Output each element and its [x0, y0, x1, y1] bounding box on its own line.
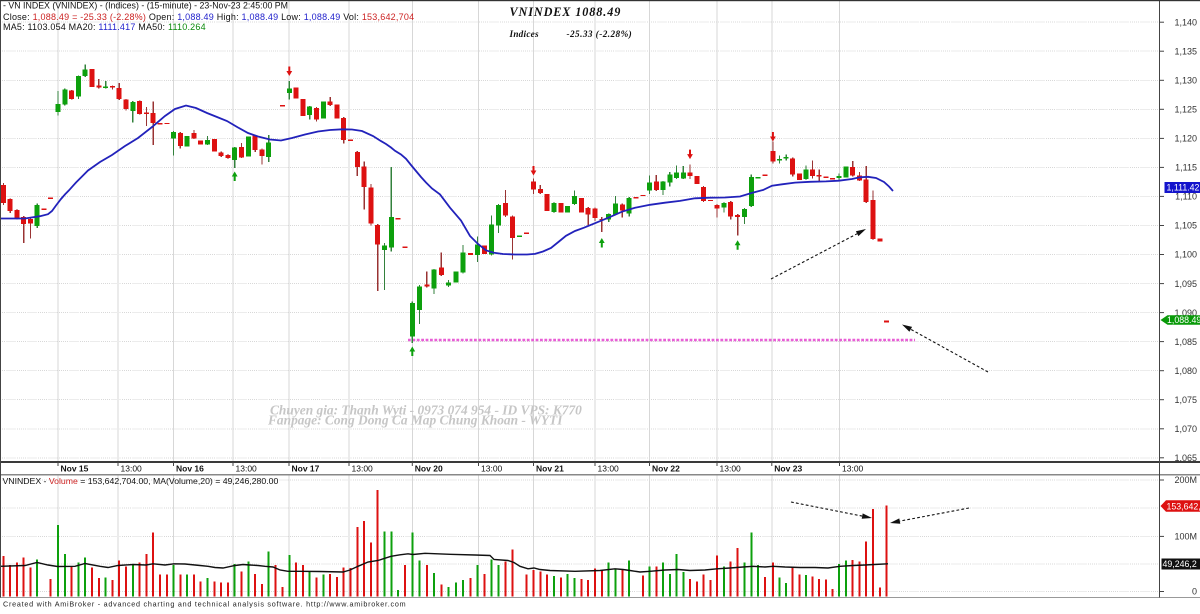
svg-text:1,111.42: 1,111.42	[1167, 183, 1200, 193]
svg-text:1,115: 1,115	[1175, 163, 1197, 173]
svg-text:Nov 20: Nov 20	[415, 464, 443, 474]
svg-text:1,088.49: 1,088.49	[1167, 315, 1200, 325]
svg-text:13:00: 13:00	[481, 464, 503, 474]
svg-text:13:00: 13:00	[720, 464, 742, 474]
svg-text:13:00: 13:00	[236, 464, 258, 474]
svg-text:1,080: 1,080	[1174, 366, 1197, 376]
svg-text:MA5: 1103.054 MA20: 1111.417: MA5: 1103.054 MA20: 1111.417 MA50: 1110.…	[3, 22, 206, 32]
svg-text:Created with AmiBroker - advan: Created with AmiBroker - advanced charti…	[3, 599, 406, 608]
svg-text:1,065: 1,065	[1174, 453, 1197, 463]
svg-text:-25.33 (-2.28%): -25.33 (-2.28%)	[567, 29, 633, 39]
svg-text:Indices: Indices	[509, 29, 539, 39]
svg-text:153,642,: 153,642,	[1167, 501, 1200, 511]
svg-text:VNINDEX - Volume = 153,642,704: VNINDEX - Volume = 153,642,704.00, MA(Vo…	[3, 476, 279, 486]
svg-text:Nov 23: Nov 23	[774, 464, 802, 474]
svg-text:1,095: 1,095	[1174, 279, 1197, 289]
svg-text:Nov 17: Nov 17	[292, 464, 320, 474]
svg-text:1,140: 1,140	[1174, 17, 1197, 27]
svg-text:- VN INDEX (VNINDEX) - (Indic: - VN INDEX (VNINDEX) - (Indices) - (15-m…	[3, 1, 288, 11]
svg-text:Nov 16: Nov 16	[176, 464, 204, 474]
svg-text:1,100: 1,100	[1174, 250, 1197, 260]
svg-text:1,130: 1,130	[1174, 76, 1197, 86]
svg-text:Fanpage: Cong Dong Ca Map Chun: Fanpage: Cong Dong Ca Map Chung Khoan - …	[267, 413, 563, 428]
svg-text:49,246,2: 49,246,2	[1163, 559, 1197, 569]
svg-text:0: 0	[1192, 587, 1197, 597]
svg-text:VNINDEX 1088.49: VNINDEX 1088.49	[510, 5, 622, 19]
svg-text:Close: 1,088.49 = -25.33 (-2.2: Close: 1,088.49 = -25.33 (-2.28%) Open: …	[3, 12, 414, 22]
svg-text:Nov 21: Nov 21	[536, 464, 564, 474]
svg-text:1,075: 1,075	[1174, 395, 1197, 405]
svg-text:13:00: 13:00	[842, 464, 864, 474]
svg-text:Nov 15: Nov 15	[61, 464, 89, 474]
svg-text:13:00: 13:00	[598, 464, 620, 474]
svg-text:100M: 100M	[1174, 532, 1197, 542]
svg-text:13:00: 13:00	[352, 464, 374, 474]
svg-text:1,135: 1,135	[1174, 46, 1197, 56]
svg-text:1,120: 1,120	[1174, 134, 1197, 144]
svg-text:1,110: 1,110	[1175, 192, 1197, 202]
svg-text:13:00: 13:00	[121, 464, 143, 474]
svg-text:1,125: 1,125	[1174, 105, 1197, 115]
svg-text:Nov 22: Nov 22	[652, 464, 680, 474]
svg-text:200M: 200M	[1174, 475, 1197, 485]
svg-text:1,105: 1,105	[1174, 221, 1197, 231]
svg-text:1,085: 1,085	[1174, 337, 1197, 347]
svg-text:1,070: 1,070	[1174, 424, 1197, 434]
